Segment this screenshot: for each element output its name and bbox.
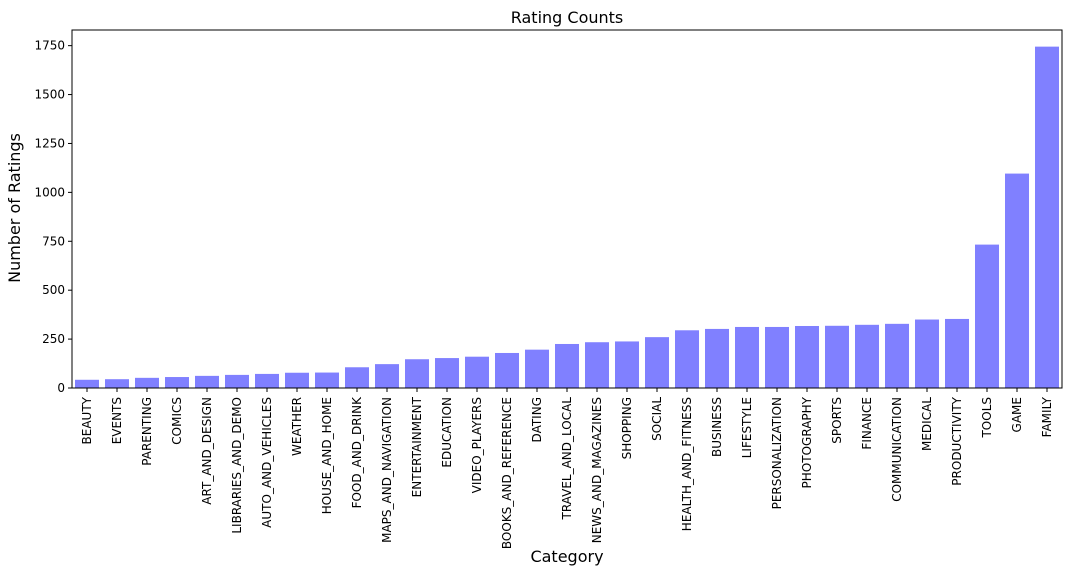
x-tick-label: SHOPPING — [620, 397, 634, 459]
x-tick-label: WEATHER — [290, 397, 304, 456]
x-tick-label: FAMILY — [1040, 396, 1054, 437]
bar-productivity — [945, 318, 969, 388]
x-tick-label: BOOKS_AND_REFERENCE — [500, 397, 514, 549]
y-tick-label: 250 — [42, 332, 65, 346]
x-tick-label: BUSINESS — [710, 397, 724, 457]
x-tick-label: HOUSE_AND_HOME — [320, 397, 334, 514]
bar-events — [105, 379, 129, 388]
x-tick-label: ART_AND_DESIGN — [200, 397, 214, 505]
x-tick-label: VIDEO_PLAYERS — [470, 397, 484, 493]
bar-libraries-and-demo — [225, 374, 249, 388]
bar-travel-and-local — [555, 343, 579, 388]
bars-layer — [75, 46, 1059, 388]
bar-art-and-design — [195, 375, 219, 388]
bar-communication — [885, 323, 909, 388]
x-tick-label: BEAUTY — [80, 396, 94, 444]
x-tick-label: EDUCATION — [440, 397, 454, 468]
bar-sports — [825, 325, 849, 388]
bar-house-and-home — [315, 372, 339, 388]
x-tick-label: PRODUCTIVITY — [950, 396, 964, 485]
x-tick-label: LIBRARIES_AND_DEMO — [230, 397, 244, 534]
x-tick-label: PARENTING — [140, 397, 154, 466]
y-tick-label: 750 — [42, 234, 65, 248]
y-tick-label: 0 — [57, 381, 65, 395]
bar-comics — [165, 377, 189, 388]
bar-weather — [285, 372, 309, 388]
y-tick-label: 500 — [42, 283, 65, 297]
bar-health-and-fitness — [675, 330, 699, 388]
x-tick-label: MEDICAL — [920, 397, 934, 451]
bar-maps-and-navigation — [375, 364, 399, 388]
bar-entertainment — [405, 359, 429, 388]
bar-finance — [855, 324, 879, 388]
bar-lifestyle — [735, 326, 759, 388]
bar-food-and-drink — [345, 367, 369, 388]
chart-title: Rating Counts — [511, 8, 624, 27]
x-tick-label: TRAVEL_AND_LOCAL — [560, 397, 574, 521]
y-tick-label: 1750 — [34, 39, 65, 53]
bar-news-and-magazines — [585, 342, 609, 388]
x-tick-label: MAPS_AND_NAVIGATION — [380, 397, 394, 543]
x-tick-label: TOOLS — [980, 397, 994, 439]
bar-books-and-reference — [495, 352, 519, 388]
bar-business — [705, 328, 729, 388]
x-tick-label: PHOTOGRAPHY — [800, 396, 814, 488]
x-axis-label: Category — [530, 547, 603, 566]
x-tick-label: AUTO_AND_VEHICLES — [260, 397, 274, 528]
bar-family — [1035, 46, 1059, 388]
y-axis-ticks: 0 250 500 750 1000 1250 1500 1750 — [34, 39, 72, 395]
bar-parenting — [135, 377, 159, 388]
bar-game — [1005, 173, 1029, 388]
y-tick-label: 1000 — [34, 185, 65, 199]
bar-photography — [795, 325, 819, 388]
bar-education — [435, 358, 459, 388]
x-tick-label: COMMUNICATION — [890, 397, 904, 502]
bar-social — [645, 337, 669, 388]
y-axis-label: Number of Ratings — [5, 133, 24, 283]
bar-personalization — [765, 326, 789, 388]
bar-video-players — [465, 356, 489, 388]
bar-dating — [525, 349, 549, 388]
x-tick-label: SOCIAL — [650, 397, 664, 441]
plot-frame — [71, 29, 1063, 389]
x-tick-label: NEWS_AND_MAGAZINES — [590, 397, 604, 543]
bar-shopping — [615, 341, 639, 388]
bar-tools — [975, 244, 999, 388]
x-tick-label: GAME — [1010, 397, 1024, 432]
x-tick-label: EVENTS — [110, 397, 124, 444]
bar-medical — [915, 319, 939, 388]
x-tick-label: ENTERTAINMENT — [410, 396, 424, 497]
bar-auto-and-vehicles — [255, 373, 279, 388]
x-tick-label: SPORTS — [830, 397, 844, 444]
x-tick-label: FINANCE — [860, 397, 874, 450]
x-tick-label: HEALTH_AND_FITNESS — [680, 397, 694, 531]
x-tick-label: COMICS — [170, 397, 184, 445]
x-tick-label: FOOD_AND_DRINK — [350, 396, 364, 509]
x-tick-label: LIFESTYLE — [740, 397, 754, 458]
x-tick-label: PERSONALIZATION — [770, 397, 784, 509]
bar-beauty — [75, 379, 99, 388]
y-tick-label: 1250 — [34, 136, 65, 150]
x-tick-label: DATING — [530, 397, 544, 442]
x-axis-ticks: BEAUTY EVENTS PARENTING COMICS ART_AND_DESIG… — [80, 388, 1054, 549]
y-tick-label: 1500 — [34, 88, 65, 102]
